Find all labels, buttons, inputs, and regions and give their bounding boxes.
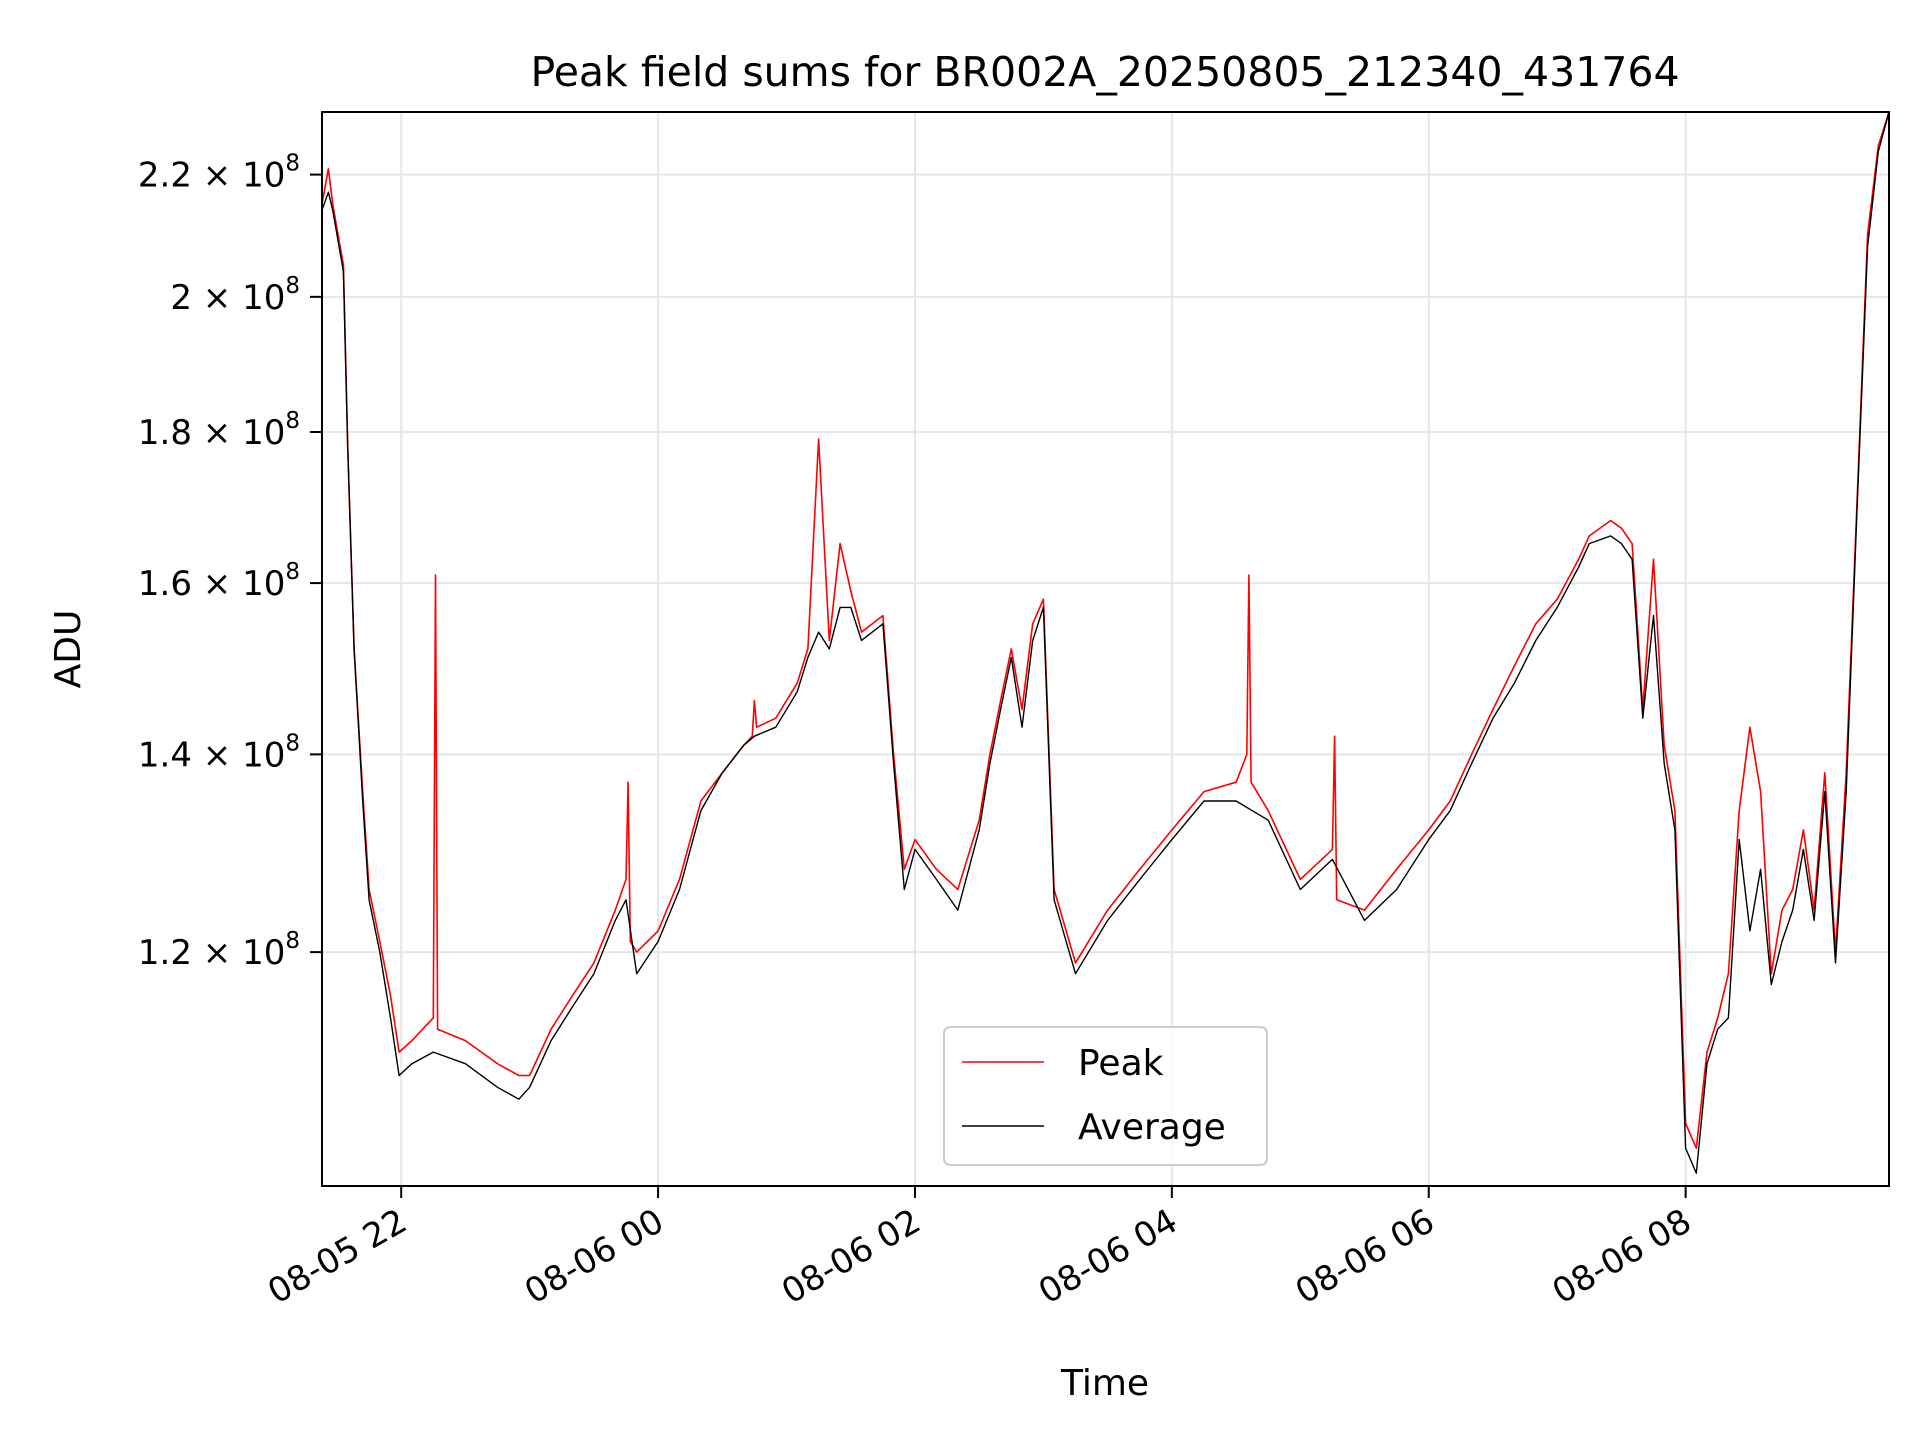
plot-frame <box>321 111 1890 1187</box>
series-line-peak <box>322 112 1889 1149</box>
legend: Peak Average <box>943 1026 1268 1166</box>
y-axis-label: ADU <box>48 610 89 689</box>
legend-label-peak: Peak <box>1078 1043 1164 1084</box>
grid <box>322 112 1889 1186</box>
y-tick-label: 2 × 108 <box>170 273 300 318</box>
y-tick-label: 1.6 × 108 <box>138 559 300 604</box>
series-line-average <box>322 112 1889 1174</box>
legend-label-average: Average <box>1078 1107 1226 1148</box>
x-axis-label: Time <box>1060 1363 1149 1404</box>
y-axis-ticks: 1.2 × 108 1.4 × 108 1.6 × 108 1.8 × 108 2 × … <box>138 151 322 973</box>
y-tick-label: 1.2 × 108 <box>138 928 300 973</box>
y-tick-label: 2.2 × 108 <box>138 151 300 196</box>
series-layer <box>322 112 1889 1174</box>
y-tick-label: 1.8 × 108 <box>138 408 300 453</box>
y-tick-label: 1.4 × 108 <box>138 730 300 775</box>
chart-title: Peak field sums for BR002A_20250805_2123… <box>530 48 1679 96</box>
